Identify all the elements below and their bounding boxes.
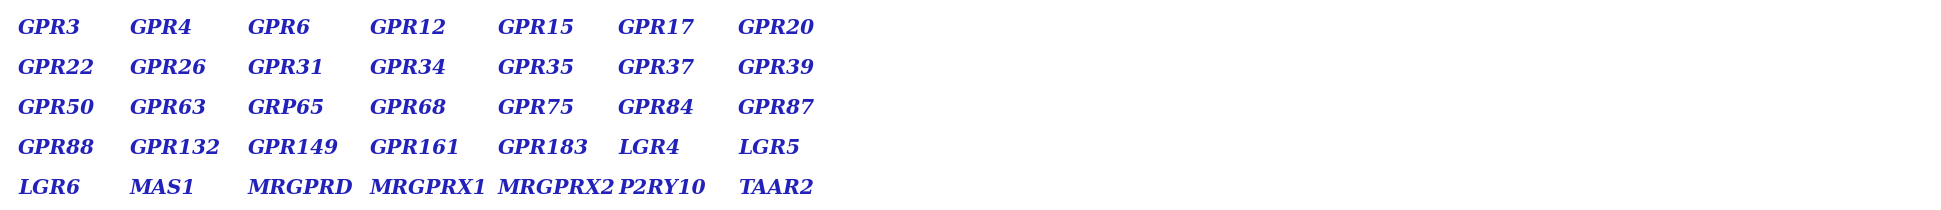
Text: GPR149: GPR149 (248, 138, 340, 158)
Text: GPR4: GPR4 (130, 18, 192, 38)
Text: MRGPRX2: MRGPRX2 (499, 178, 615, 198)
Text: LGR5: LGR5 (738, 138, 800, 158)
Text: LGR4: LGR4 (617, 138, 679, 158)
Text: GPR132: GPR132 (130, 138, 221, 158)
Text: GPR75: GPR75 (499, 98, 575, 118)
Text: GPR88: GPR88 (17, 138, 95, 158)
Text: GPR39: GPR39 (738, 58, 815, 78)
Text: GPR63: GPR63 (130, 98, 208, 118)
Text: MRGPRD: MRGPRD (248, 178, 353, 198)
Text: GPR3: GPR3 (17, 18, 82, 38)
Text: TAAR2: TAAR2 (738, 178, 813, 198)
Text: GPR15: GPR15 (499, 18, 575, 38)
Text: GPR17: GPR17 (617, 18, 695, 38)
Text: GPR20: GPR20 (738, 18, 815, 38)
Text: GPR68: GPR68 (371, 98, 446, 118)
Text: GPR50: GPR50 (17, 98, 95, 118)
Text: GRP65: GRP65 (248, 98, 326, 118)
Text: GPR34: GPR34 (371, 58, 446, 78)
Text: GPR161: GPR161 (371, 138, 462, 158)
Text: GPR6: GPR6 (248, 18, 311, 38)
Text: MAS1: MAS1 (130, 178, 196, 198)
Text: GPR84: GPR84 (617, 98, 695, 118)
Text: P2RY10: P2RY10 (617, 178, 707, 198)
Text: GPR31: GPR31 (248, 58, 326, 78)
Text: LGR6: LGR6 (17, 178, 80, 198)
Text: MRGPRX1: MRGPRX1 (371, 178, 487, 198)
Text: GPR22: GPR22 (17, 58, 95, 78)
Text: GPR87: GPR87 (738, 98, 815, 118)
Text: GPR12: GPR12 (371, 18, 446, 38)
Text: GPR183: GPR183 (499, 138, 590, 158)
Text: GPR35: GPR35 (499, 58, 575, 78)
Text: GPR26: GPR26 (130, 58, 208, 78)
Text: GPR37: GPR37 (617, 58, 695, 78)
